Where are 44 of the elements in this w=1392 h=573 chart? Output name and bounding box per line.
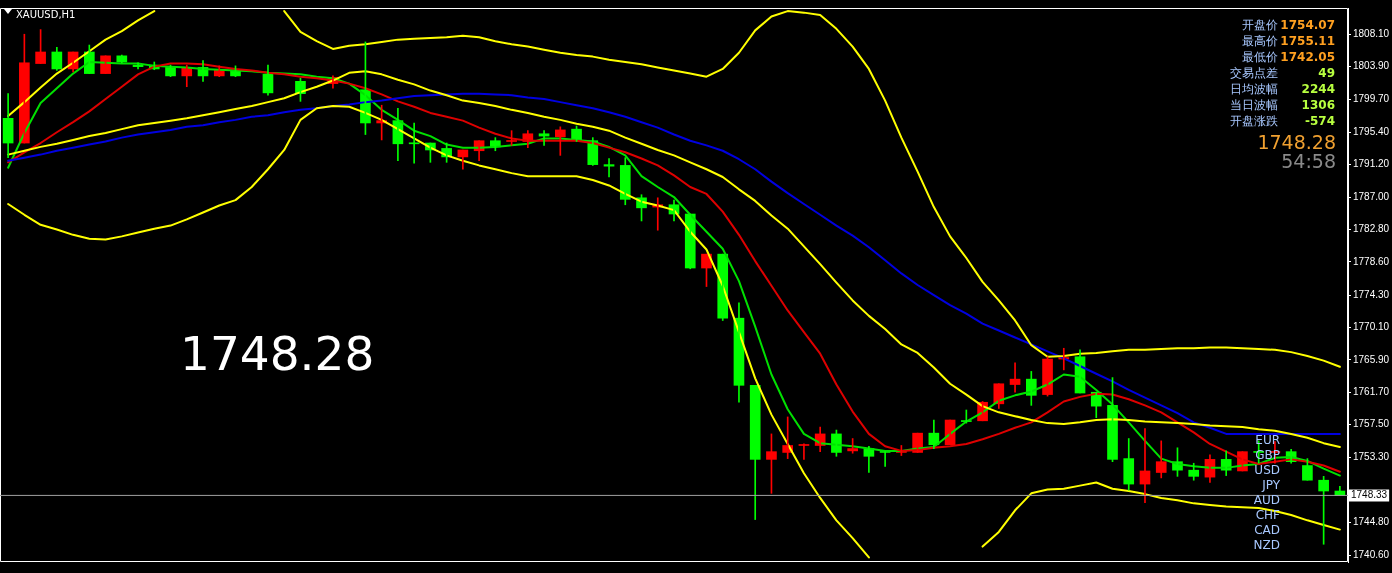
annotation: 日均波幅 [1230,82,1278,96]
candlestick [944,419,956,446]
annotation: 2244 [1301,82,1335,96]
annotation: -574 [1304,114,1335,128]
annotation: 1748.28 [1257,131,1336,153]
y-tick-label: 1778.60 [1353,255,1390,267]
y-tick-label: 1753.30 [1353,450,1390,462]
y-tick-label: 1782.80 [1353,223,1390,235]
y-tick-label: 1757.50 [1353,418,1390,430]
annotation: 1742.05 [1280,50,1335,64]
annotation: 最低价 [1242,50,1278,64]
y-tick-label: 1791.20 [1353,158,1390,170]
y-tick-label: 1803.90 [1353,60,1390,72]
annotation: 54:58 [1281,150,1336,172]
annotation: 当日波幅 [1230,98,1278,112]
annotation: NZD [1253,538,1280,552]
y-tick-label: 1799.70 [1353,92,1390,104]
chart-title: XAUUSD,H1 [16,9,76,20]
y-tick-label: 1765.90 [1353,353,1390,365]
annotation: 开盘涨跌 [1230,114,1278,128]
annotation: EUR [1255,433,1280,447]
annotation: AUD [1253,493,1280,507]
y-tick-label: 1770.10 [1353,321,1390,333]
y-tick-label: 1795.40 [1353,125,1390,137]
annotation: 最高价 [1242,34,1278,48]
annotation: CHF [1255,508,1280,522]
y-tick-label: 1761.70 [1353,386,1390,397]
annotation: 开盘价 [1242,18,1278,32]
y-tick-label: 1787.00 [1353,190,1390,202]
annotation: 49 [1318,66,1335,80]
ref-line-label: 1748.33 [1351,489,1388,501]
annotation: 1754.07 [1280,18,1335,32]
annotation: USD [1254,463,1280,477]
y-tick-label: 1744.80 [1353,516,1390,528]
annotation: CAD [1254,523,1280,537]
annotation: 交易点差 [1230,66,1278,80]
annotation: 1755.11 [1280,34,1335,48]
y-tick-label: 1808.10 [1353,27,1390,39]
y-tick-label: 1740.60 [1353,548,1390,560]
annotation: 1748.28 [180,326,375,381]
y-tick-label: 1774.30 [1353,288,1390,300]
annotation: 1306 [1301,98,1335,112]
annotation: JPY [1262,478,1280,492]
candlestick [603,158,615,178]
